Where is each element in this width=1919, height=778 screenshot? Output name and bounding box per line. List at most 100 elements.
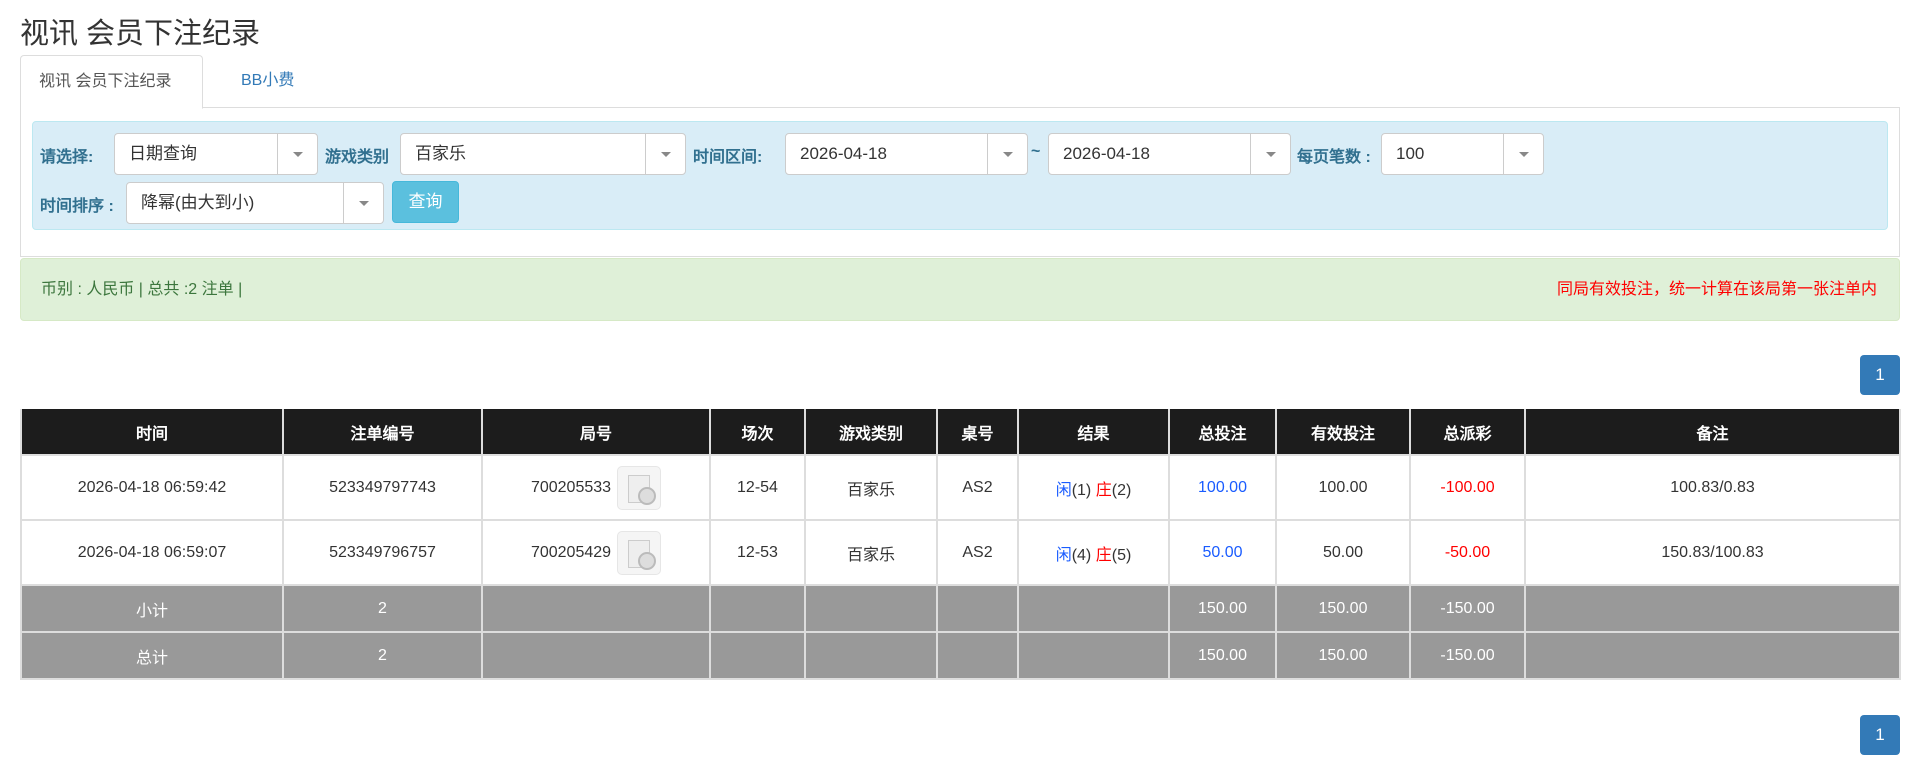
game-label: 游戏类别 [325, 149, 390, 166]
total-label: 总计 [20, 631, 284, 680]
empty-cell [1524, 631, 1901, 680]
chevron-down-icon [987, 134, 1027, 174]
col-game: 游戏类别 [804, 409, 938, 456]
sort-label: 时间排序 : [40, 198, 114, 215]
empty-cell [804, 584, 938, 633]
banker-label: 庄 [1095, 546, 1112, 564]
game-select[interactable]: 百家乐 [400, 133, 686, 175]
table-row: 2026-04-18 06:59:42 523349797743 7002055… [20, 454, 1901, 521]
total-row: 总计 2 150.00 150.00 -150.00 [20, 631, 1901, 680]
filter-bar: 请选择: 日期查询 游戏类别 百家乐 时间区间: 2026-04-18 ~ 20… [32, 121, 1888, 230]
cell-payout: -100.00 [1409, 454, 1526, 521]
col-time: 时间 [20, 409, 284, 456]
col-result: 结果 [1017, 409, 1170, 456]
total-payout: -150.00 [1409, 631, 1526, 680]
col-session: 场次 [709, 409, 806, 456]
col-table: 桌号 [936, 409, 1019, 456]
per-page-select[interactable]: 100 [1381, 133, 1544, 175]
per-page-label: 每页笔数 : [1297, 149, 1371, 166]
range-separator: ~ [1031, 143, 1041, 160]
bet-records-table: 时间 注单编号 局号 场次 游戏类别 桌号 结果 总投注 有效投注 总派彩 备注… [20, 409, 1901, 680]
video-replay-icon[interactable] [617, 465, 662, 510]
cell-table: AS2 [936, 519, 1019, 586]
tab-bar: 视讯 会员下注纪录 BB小费 [20, 55, 1900, 109]
query-type-select[interactable]: 日期查询 [114, 133, 318, 175]
cell-bet-id: 523349797743 [282, 454, 483, 521]
empty-cell [1017, 584, 1170, 633]
video-replay-icon[interactable] [617, 530, 662, 575]
empty-cell [709, 631, 806, 680]
empty-cell [936, 631, 1019, 680]
sort-select[interactable]: 降幂(由大到小) [126, 182, 384, 224]
select-label: 请选择: [40, 149, 94, 166]
empty-cell [1017, 631, 1170, 680]
date-to-select[interactable]: 2026-04-18 [1048, 133, 1291, 175]
per-page-value: 100 [1396, 144, 1425, 163]
chevron-down-icon [277, 134, 317, 174]
query-type-value: 日期查询 [129, 144, 197, 163]
pagination-page-bottom[interactable]: 1 [1860, 715, 1900, 755]
cell-session: 12-54 [709, 454, 806, 521]
tab-panel: 请选择: 日期查询 游戏类别 百家乐 时间区间: 2026-04-18 ~ 20… [20, 107, 1900, 257]
round-number: 700205429 [530, 543, 612, 561]
player-score: (1) [1071, 481, 1092, 499]
cell-total-bet: 100.00 [1168, 454, 1277, 521]
col-round: 局号 [481, 409, 711, 456]
cell-time: 2026-04-18 06:59:07 [20, 519, 284, 586]
subtotal-total-bet: 150.00 [1168, 584, 1277, 633]
summary-text: 币别 : 人民币 | 总共 :2 注单 | [41, 281, 243, 298]
range-label: 时间区间: [693, 149, 763, 166]
empty-cell [936, 584, 1019, 633]
round-number: 700205533 [530, 478, 612, 496]
game-value: 百家乐 [415, 144, 466, 163]
cell-time: 2026-04-18 06:59:42 [20, 454, 284, 521]
cell-bet-id: 523349796757 [282, 519, 483, 586]
tab-bb-tips[interactable]: BB小费 [241, 72, 295, 89]
cell-result: 闲(4) 庄(5) [1017, 519, 1170, 586]
col-bet-id: 注单编号 [282, 409, 483, 456]
tab-bet-records[interactable]: 视讯 会员下注纪录 [20, 55, 203, 109]
page-title: 视讯 会员下注纪录 [20, 18, 261, 50]
chevron-down-icon [645, 134, 685, 174]
date-from-select[interactable]: 2026-04-18 [785, 133, 1028, 175]
table-row: 2026-04-18 06:59:07 523349796757 7002054… [20, 519, 1901, 586]
cell-table: AS2 [936, 454, 1019, 521]
player-score: (4) [1071, 546, 1092, 564]
empty-cell [709, 584, 806, 633]
cell-session: 12-53 [709, 519, 806, 586]
empty-cell [481, 584, 711, 633]
chevron-down-icon [1250, 134, 1290, 174]
col-total-bet: 总投注 [1168, 409, 1277, 456]
total-total-bet: 150.00 [1168, 631, 1277, 680]
col-payout: 总派彩 [1409, 409, 1526, 456]
cell-valid-bet: 100.00 [1275, 454, 1411, 521]
cell-round: 700205533 [481, 454, 711, 521]
query-button[interactable]: 查询 [392, 181, 459, 223]
cell-game: 百家乐 [804, 519, 938, 586]
cell-remark: 100.83/0.83 [1524, 454, 1901, 521]
table-header-row: 时间 注单编号 局号 场次 游戏类别 桌号 结果 总投注 有效投注 总派彩 备注 [20, 409, 1901, 456]
summary-note: 同局有效投注，统一计算在该局第一张注单内 [1556, 281, 1877, 298]
subtotal-payout: -150.00 [1409, 584, 1526, 633]
cell-remark: 150.83/100.83 [1524, 519, 1901, 586]
sort-value: 降幂(由大到小) [141, 193, 255, 212]
subtotal-row: 小计 2 150.00 150.00 -150.00 [20, 584, 1901, 633]
cell-round: 700205429 [481, 519, 711, 586]
empty-cell [804, 631, 938, 680]
total-valid-bet: 150.00 [1275, 631, 1411, 680]
date-to-value: 2026-04-18 [1063, 144, 1150, 163]
chevron-down-icon [1503, 134, 1543, 174]
date-from-value: 2026-04-18 [800, 144, 887, 163]
empty-cell [481, 631, 711, 680]
empty-cell [1524, 584, 1901, 633]
summary-alert: 币别 : 人民币 | 总共 :2 注单 | 同局有效投注，统一计算在该局第一张注… [20, 258, 1900, 321]
subtotal-label: 小计 [20, 584, 284, 633]
total-count: 2 [282, 631, 483, 680]
cell-valid-bet: 50.00 [1275, 519, 1411, 586]
cell-game: 百家乐 [804, 454, 938, 521]
player-label: 闲 [1055, 546, 1072, 564]
subtotal-count: 2 [282, 584, 483, 633]
banker-score: (2) [1111, 481, 1132, 499]
pagination-page-top[interactable]: 1 [1860, 355, 1900, 395]
col-remark: 备注 [1524, 409, 1901, 456]
